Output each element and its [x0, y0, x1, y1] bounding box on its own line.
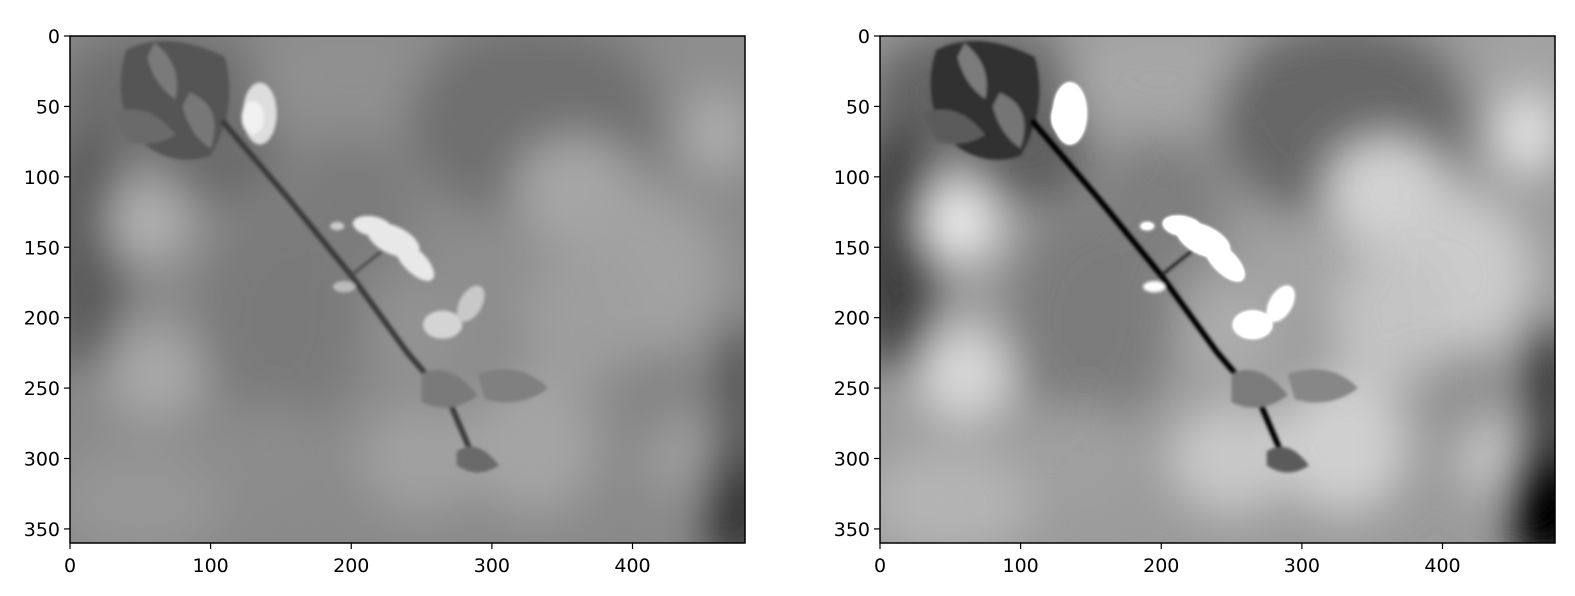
y-tick-label: 100	[24, 167, 60, 189]
y-tick-label: 350	[834, 519, 870, 541]
x-tick-label: 0	[874, 555, 886, 577]
x-tick-label: 400	[614, 555, 650, 577]
y-tick-label: 200	[24, 308, 60, 330]
x-tick-label: 400	[1424, 555, 1460, 577]
x-tick-label: 300	[474, 555, 510, 577]
x-tick-label: 200	[333, 555, 369, 577]
y-tick-label: 300	[24, 449, 60, 471]
x-tick-label: 100	[192, 555, 228, 577]
y-tick-label: 50	[846, 96, 870, 118]
y-tick-label: 50	[36, 96, 60, 118]
y-tick-label: 350	[24, 519, 60, 541]
panel-original-image	[42, 8, 773, 571]
y-tick-label: 250	[24, 378, 60, 400]
panel-enhanced-image	[852, 8, 1575, 571]
y-tick-label: 150	[834, 237, 870, 259]
x-tick-label: 0	[64, 555, 76, 577]
y-tick-label: 250	[834, 378, 870, 400]
x-tick-label: 200	[1143, 555, 1179, 577]
y-tick-label: 0	[48, 26, 60, 48]
y-tick-label: 200	[834, 308, 870, 330]
x-tick-label: 100	[1002, 555, 1038, 577]
y-tick-label: 300	[834, 449, 870, 471]
x-tick-label: 300	[1284, 555, 1320, 577]
y-tick-label: 150	[24, 237, 60, 259]
y-tick-label: 0	[858, 26, 870, 48]
y-tick-label: 100	[834, 167, 870, 189]
